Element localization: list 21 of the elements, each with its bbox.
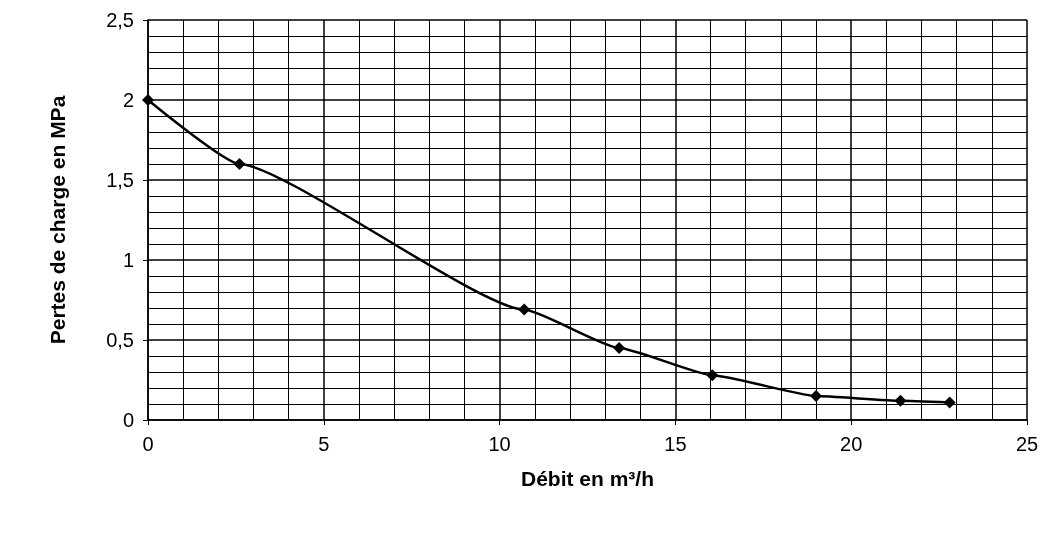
x-tick-label: 25 [1015, 433, 1039, 455]
x-tick-label: 0 [142, 433, 154, 455]
point [518, 303, 531, 316]
y-tick-label: 0 [122, 409, 134, 431]
x-tick-label: 5 [318, 433, 330, 455]
point [142, 94, 154, 106]
x-axis-title: Débit en m³/h [520, 467, 655, 490]
y-tick-label: 0,5 [106, 329, 134, 351]
x-tick-label: 15 [664, 433, 687, 455]
y-tick-label: 2,5 [106, 9, 134, 31]
point [233, 158, 246, 170]
point [706, 369, 719, 382]
y-tick-label: 1,5 [106, 169, 134, 191]
x-tick-label: 20 [840, 433, 863, 455]
y-tick-label: 2 [122, 89, 134, 111]
x-tick-label: 10 [488, 433, 511, 455]
point [894, 394, 907, 407]
point [943, 396, 956, 409]
y-axis-title: Pertes de charge en MPa [46, 95, 69, 345]
y-tick-label: 1 [122, 249, 134, 271]
point [613, 342, 626, 354]
